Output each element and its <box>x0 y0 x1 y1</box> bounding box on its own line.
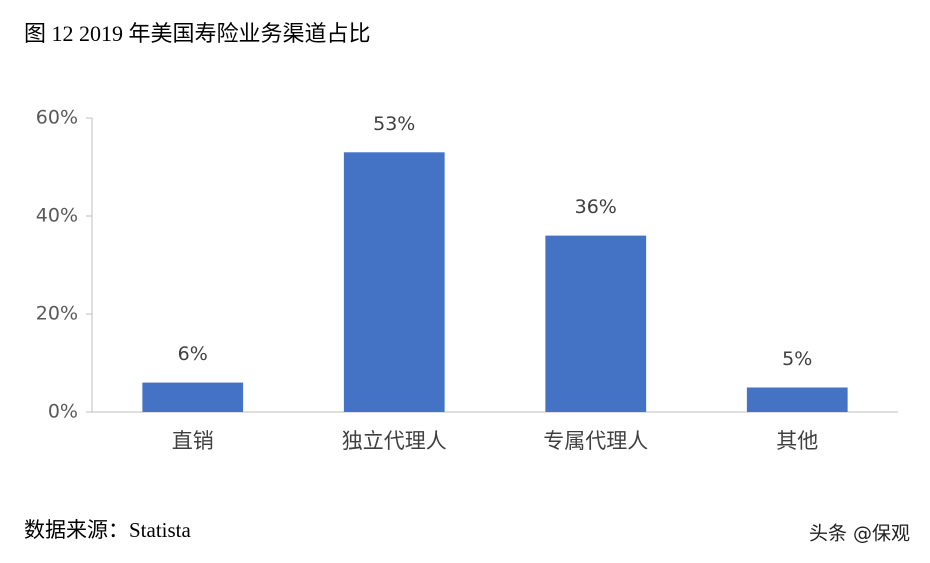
bar <box>545 235 647 412</box>
y-tick-label: 40% <box>36 205 78 227</box>
bar <box>343 152 445 413</box>
value-label: 36% <box>575 196 617 218</box>
value-label: 53% <box>373 113 415 135</box>
x-tick-label: 直销 <box>172 429 214 453</box>
y-tick-label: 0% <box>48 401 78 423</box>
y-tick-label: 20% <box>36 303 78 325</box>
value-label: 6% <box>178 343 208 365</box>
x-tick-label: 专属代理人 <box>543 429 648 453</box>
watermark: 头条 @保观 <box>809 523 910 545</box>
x-tick-label: 其他 <box>776 429 818 453</box>
bar <box>746 387 848 412</box>
value-label: 5% <box>782 348 812 370</box>
source: 数据来源：Statista <box>24 518 192 542</box>
x-tick-label: 独立代理人 <box>342 429 447 453</box>
bar <box>142 382 244 412</box>
chart-title: 图 12 2019 年美国寿险业务渠道占比 <box>24 21 371 46</box>
y-tick-label: 60% <box>36 107 78 129</box>
